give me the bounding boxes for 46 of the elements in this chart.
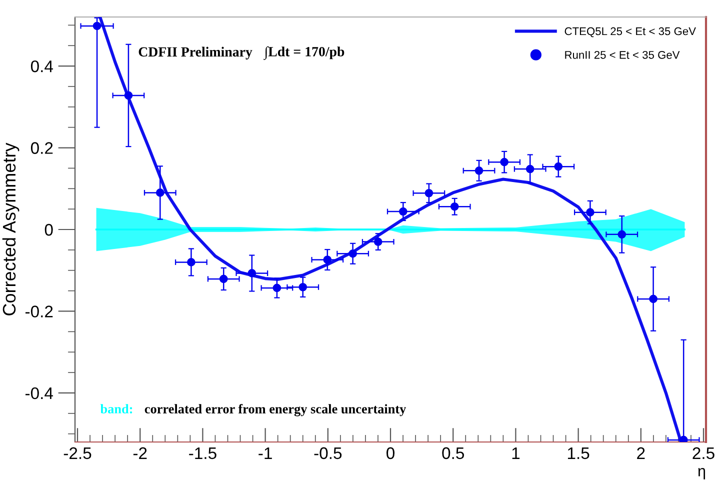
point [323,256,332,264]
point [398,207,408,216]
point [348,249,357,258]
x-tick-label: 2 [637,447,645,459]
point [618,230,626,239]
legend-label: CTEQ5L 25 < Et < 35 GeV [564,27,696,38]
annotation: ∫Ldt = 170/pb [264,46,344,60]
y-tick-label: -0.2 [25,306,53,318]
point [679,436,688,442]
y-tick-label: 0 [44,224,53,236]
point [92,22,102,30]
point [649,294,658,304]
annotation: correlated error from energy scale uncertainty [144,404,406,416]
point [526,164,534,174]
y-tick-label: 0.2 [30,142,53,154]
x-axis-title: η [698,468,706,480]
point [374,238,382,246]
x-tick-label: -0.5 [314,447,342,460]
x-tick-label: 0.5 [442,447,464,460]
point [424,188,434,198]
x-tick-label: 2.5 [692,447,714,460]
point [298,282,308,292]
point [156,188,164,197]
point [500,158,508,166]
annotation: band: [100,404,132,414]
point [219,274,228,284]
x-tick-label: -1.5 [189,447,216,460]
point [248,269,256,278]
point [450,202,459,211]
point [124,91,133,100]
point [474,166,484,175]
x-tick-label: 1.5 [568,447,590,460]
y-axis-title: Corrected Asymmetry [2,142,20,316]
x-tick-label: -1 [258,447,272,459]
point [187,258,196,266]
y-tick-label: -0.4 [25,387,53,400]
point [586,208,594,217]
legend-label: RunII 25 < Et < 35 GeV [565,50,680,59]
annotation: CDFII Preliminary [138,46,252,60]
x-tick-label: 1 [512,447,520,459]
point [272,284,282,292]
x-tick-label: -2 [133,447,147,459]
y-tick-label: 0.4 [30,60,53,72]
point [554,162,563,171]
x-tick-label: -2.5 [64,447,92,460]
x-tick-label: 0 [386,447,394,460]
